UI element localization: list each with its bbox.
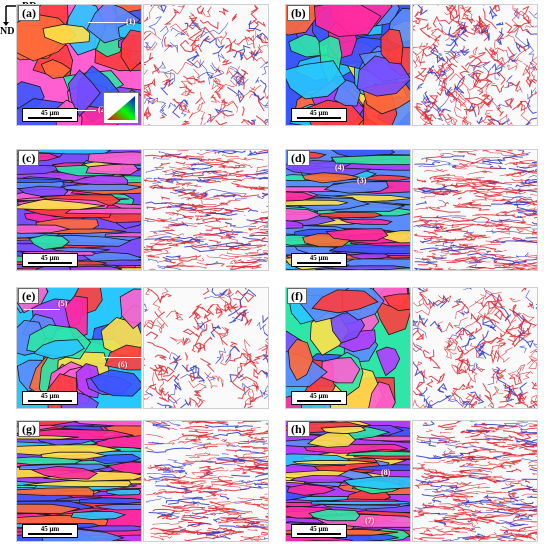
panel-d: (d) 45 μm (4) (3): [285, 149, 538, 271]
boundary-map-image: [144, 150, 268, 270]
marker-1: (1): [126, 17, 136, 26]
panel-a: (a) 45 μm (1) (2): [16, 4, 269, 126]
panel-label: (b): [287, 5, 310, 21]
panel-b: (b) 45 μm: [285, 4, 538, 126]
scale-bar: 45 μm: [291, 524, 347, 538]
boundary-map-image: [144, 288, 268, 408]
scale-bar: 45 μm: [291, 391, 347, 405]
kam-map: [412, 420, 538, 542]
panel-c: (c) 45 μm: [16, 149, 269, 271]
marker-7: (7): [365, 516, 375, 525]
panel-label: (e): [18, 288, 40, 304]
kam-map: [143, 149, 269, 271]
ipf-map-image: [17, 5, 141, 125]
kam-map: [412, 287, 538, 409]
panel-label: (a): [18, 5, 40, 21]
boundary-map-image: [413, 5, 537, 125]
ipf-map: [16, 4, 142, 126]
marker-2: (2): [98, 105, 107, 114]
panel-label: (c): [18, 150, 40, 166]
scale-bar: 45 μm: [291, 253, 347, 267]
marker-5: (5): [58, 299, 68, 308]
panel-label: (d): [287, 150, 310, 166]
kam-map: [412, 149, 538, 271]
ipf-legend-triangle: [103, 92, 139, 124]
scale-bar: 45 μm: [22, 524, 78, 538]
boundary-map-image: [413, 150, 537, 270]
boundary-map-image: [144, 5, 268, 125]
scale-bar: 45 μm: [291, 108, 347, 122]
nd-label: ND: [0, 26, 15, 37]
ipf-triangle-icon: [107, 96, 135, 120]
ipf-map: [285, 287, 411, 409]
marker-6: (6): [118, 360, 128, 369]
kam-map: [143, 287, 269, 409]
marker-8: (8): [381, 468, 391, 477]
marker-3: (3): [357, 176, 367, 185]
kam-map: [412, 4, 538, 126]
scale-bar: 45 μm: [22, 391, 78, 405]
kam-map: [143, 4, 269, 126]
panel-label: (f): [287, 288, 307, 304]
panel-g: (g) 45 μm: [16, 420, 269, 542]
panel-e: (e) 45 μm (5) (6): [16, 287, 269, 409]
panel-label: (h): [287, 421, 310, 437]
boundary-map-image: [144, 421, 268, 541]
scale-bar: 45 μm: [22, 253, 78, 267]
boundary-map-image: [413, 288, 537, 408]
panel-f: (f) 45 μm: [285, 287, 538, 409]
ipf-map-image: [286, 288, 410, 408]
kam-map: [143, 420, 269, 542]
scale-bar: 45 μm: [22, 108, 78, 122]
marker-4: (4): [335, 163, 345, 172]
panel-label: (g): [18, 421, 40, 437]
panel-h: (h) 45 μm (8) (7): [285, 420, 538, 542]
boundary-map-image: [413, 421, 537, 541]
